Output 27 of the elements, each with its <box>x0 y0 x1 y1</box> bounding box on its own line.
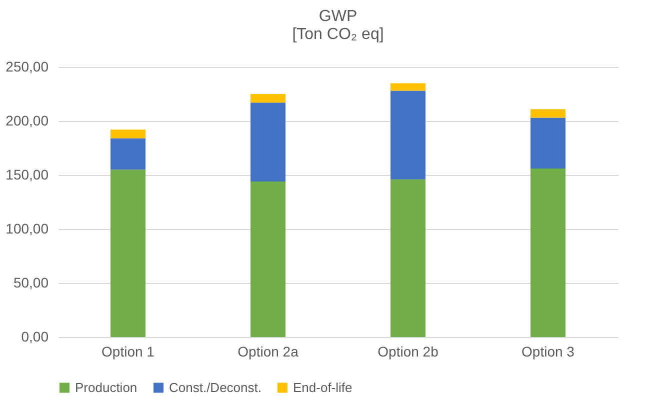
x-tick-label: Option 2b <box>378 344 439 360</box>
bar <box>250 181 286 337</box>
bar <box>390 90 426 180</box>
legend-label: Const./Deconst. <box>169 380 262 395</box>
bar <box>530 168 566 337</box>
legend-label: Production <box>75 380 138 395</box>
y-tick-label: 50,00 <box>13 274 49 290</box>
x-tick-label: Option 3 <box>522 344 575 360</box>
y-tick-label: 0,00 <box>21 328 49 344</box>
bar <box>110 130 146 138</box>
bar <box>530 109 566 118</box>
bar <box>110 138 146 170</box>
legend-label: End-of-life <box>293 380 352 395</box>
bar <box>110 170 146 337</box>
x-tick-label: Option 2a <box>238 344 299 360</box>
y-tick-label: 200,00 <box>6 112 49 128</box>
bar <box>250 94 286 103</box>
y-tick-label: 100,00 <box>6 220 49 236</box>
chart-title: GWP <box>318 8 358 25</box>
bar <box>390 179 426 337</box>
y-tick-label: 250,00 <box>6 58 49 74</box>
bar <box>530 118 566 169</box>
x-tick-label: Option 1 <box>102 344 155 360</box>
bar <box>250 102 286 182</box>
chart-subtitle: [Ton CO₂ eq] <box>292 26 384 43</box>
bar <box>390 83 426 91</box>
y-tick-label: 150,00 <box>6 166 49 182</box>
